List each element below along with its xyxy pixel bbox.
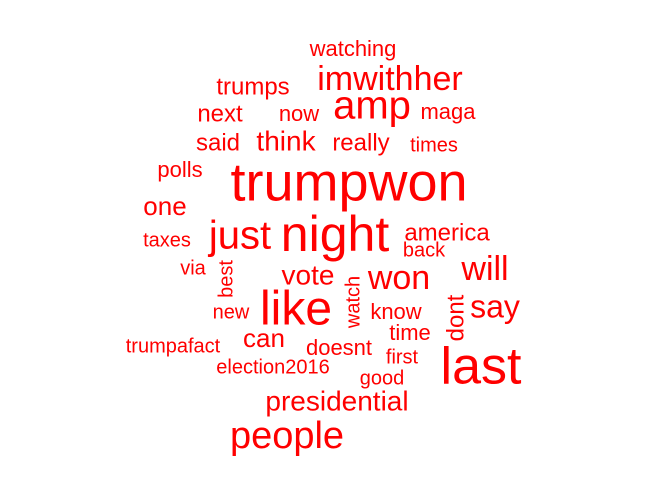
word-via: via <box>180 257 206 279</box>
word-imwithher: imwithher <box>317 60 462 98</box>
word-can: can <box>243 323 285 353</box>
word-polls: polls <box>157 157 202 182</box>
word-amp: amp <box>333 84 411 128</box>
word-trumpafact: trumpafact <box>126 335 221 357</box>
word-trumpwon: trumpwon <box>230 152 467 212</box>
word-night: night <box>281 206 390 262</box>
word-america: america <box>404 219 490 246</box>
word-people: people <box>230 415 344 457</box>
word-election2016: election2016 <box>216 356 329 378</box>
word-just: just <box>208 214 271 258</box>
word-will: will <box>460 250 508 288</box>
word-maga: maga <box>420 99 476 124</box>
word-next: next <box>197 100 243 127</box>
word-one: one <box>143 191 186 221</box>
word-trumps: trumps <box>216 73 289 100</box>
word-first: first <box>386 346 419 368</box>
word-won: won <box>367 259 430 297</box>
word-times: times <box>410 134 458 156</box>
word-good: good <box>360 367 405 389</box>
word-said: said <box>196 129 240 156</box>
word-vote: vote <box>282 259 335 290</box>
word-last: last <box>441 338 522 396</box>
word-like: like <box>260 283 332 336</box>
word-back: back <box>403 239 446 261</box>
word-taxes: taxes <box>143 229 191 251</box>
word-presidential: presidential <box>265 385 408 416</box>
word-watching: watching <box>309 36 397 61</box>
word-new: new <box>213 301 250 323</box>
word-say: say <box>470 288 520 324</box>
word-watch: watch <box>342 276 364 329</box>
word-dont: dont <box>442 294 469 341</box>
word-think: think <box>256 125 316 156</box>
word-now: now <box>279 101 319 126</box>
word-know: know <box>370 299 421 324</box>
word-really: really <box>332 129 389 156</box>
word-doesnt: doesnt <box>306 335 372 360</box>
word-best: best <box>215 260 237 298</box>
word-time: time <box>389 320 431 345</box>
